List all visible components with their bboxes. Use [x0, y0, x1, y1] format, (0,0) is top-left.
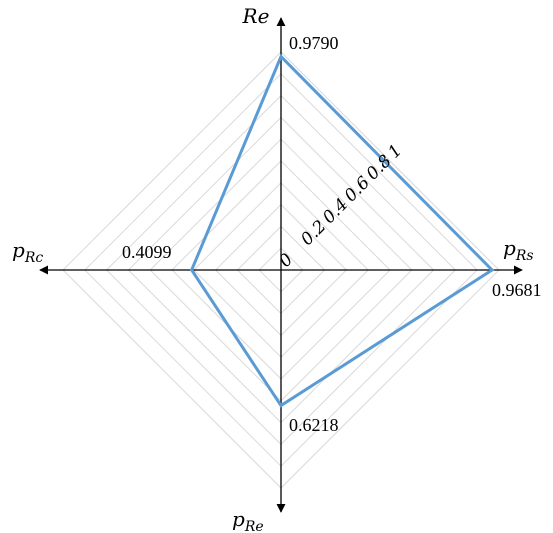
data-label-left: 0.4099	[122, 242, 172, 262]
axis-title-main: p	[12, 238, 25, 262]
axis-title-main: p	[232, 507, 245, 531]
axis-title-subscript: Rs	[515, 248, 534, 264]
axis-title-left: pRc	[12, 238, 43, 266]
series-polygon	[189, 53, 495, 408]
axis-title-top: Re	[242, 4, 270, 28]
axis-title-main: Re	[242, 4, 270, 28]
axis-title-subscript: Re	[244, 519, 264, 533]
axis-title-bottom: pRe	[232, 507, 264, 533]
data-label-right: 0.9681	[492, 280, 542, 300]
tick-labels: 00.20.40.60.81	[275, 141, 406, 272]
axis-title-main: p	[503, 236, 516, 260]
data-label-bottom: 0.6218	[289, 415, 339, 435]
axes	[39, 17, 523, 513]
axis-title-subscript: Rc	[24, 250, 44, 266]
series	[189, 53, 495, 408]
data-label-top: 0.9790	[289, 33, 339, 53]
axis-title-right: pRs	[503, 236, 534, 264]
